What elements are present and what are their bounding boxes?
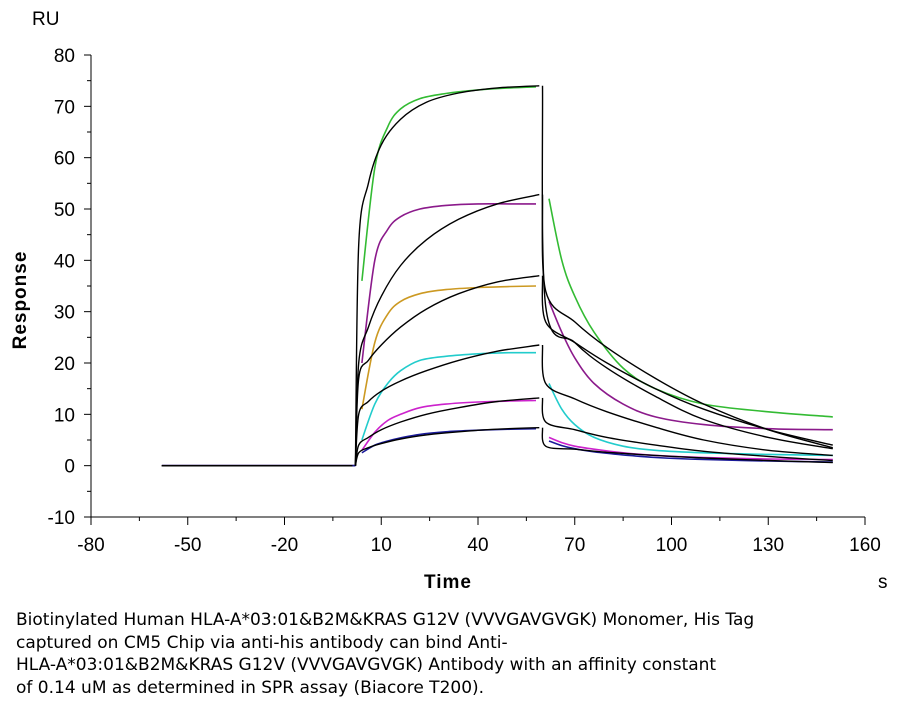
fit-dissociation-line xyxy=(541,344,833,457)
fit-dissociation-line xyxy=(541,427,833,464)
axes: -10 0 10 20 30 40 50 60 70 80 -80 -50 -20 10 40 70 100 13… xyxy=(48,46,881,556)
fit-association-line xyxy=(354,275,540,466)
fit-association-line xyxy=(354,397,540,466)
y-tick-label: 0 xyxy=(64,457,75,478)
y-tick-label: 30 xyxy=(54,303,75,324)
y-tick-label: 50 xyxy=(54,200,75,221)
measured-dissociation-line xyxy=(548,301,833,431)
x-unit-label: s xyxy=(878,572,888,593)
x-tick-label: 70 xyxy=(564,535,585,556)
x-tick-label: -80 xyxy=(77,535,104,556)
figure-caption: Biotinylated Human HLA-A*03:01&B2M&KRAS … xyxy=(16,609,876,699)
y-axis-title: Response xyxy=(10,251,31,350)
fit-association-line xyxy=(354,193,540,466)
x-tick-label: -20 xyxy=(271,535,298,556)
measured-association-line xyxy=(361,86,537,281)
measured-dissociation-line xyxy=(548,198,833,418)
measured-dissociation-line xyxy=(548,436,833,461)
x-tick-label: -50 xyxy=(174,535,201,556)
y-tick-label: -10 xyxy=(48,508,75,529)
fit-association-line xyxy=(354,85,540,466)
fit-dissociation-line xyxy=(541,397,833,462)
fit-association-line xyxy=(354,427,540,466)
x-tick-label: 40 xyxy=(467,535,488,556)
fit-dissociation-line xyxy=(541,85,833,450)
caption-line: HLA-A*03:01&B2M&KRAS G12V (VVVGAVGVGK) A… xyxy=(16,655,717,675)
fit-dissociation-line xyxy=(541,275,833,446)
x-tick-label: 130 xyxy=(752,535,784,556)
x-tick-label: 160 xyxy=(849,535,881,556)
y-tick-label: 40 xyxy=(54,251,75,272)
y-tick-label: 70 xyxy=(54,97,75,118)
caption-line: captured on CM5 Chip via anti-his antibo… xyxy=(16,632,508,653)
y-unit-label: RU xyxy=(32,9,59,30)
caption-line: Biotinylated Human HLA-A*03:01&B2M&KRAS … xyxy=(16,610,755,630)
measured-association-line xyxy=(361,399,537,451)
x-tick-label: 10 xyxy=(371,535,392,556)
y-tick-label: 80 xyxy=(54,46,75,67)
x-tick-label: 100 xyxy=(656,535,688,556)
x-axis-title: Time xyxy=(424,572,472,593)
measured-association-line xyxy=(361,285,537,410)
fit-association-line xyxy=(354,344,540,466)
y-tick-label: 20 xyxy=(54,354,75,375)
spr-sensorgram-chart: -10 0 10 20 30 40 50 60 70 80 -80 -50 -20 10 40 70 100 13… xyxy=(10,9,888,593)
fit-dissociation-line xyxy=(541,194,833,449)
series-group xyxy=(161,85,833,467)
measured-association-line xyxy=(361,351,537,441)
y-tick-label: 10 xyxy=(54,405,75,426)
y-tick-label: 60 xyxy=(54,149,75,170)
measured-dissociation-line xyxy=(548,383,833,457)
caption-line: of 0.14 uM as determined in SPR assay (B… xyxy=(16,677,485,698)
